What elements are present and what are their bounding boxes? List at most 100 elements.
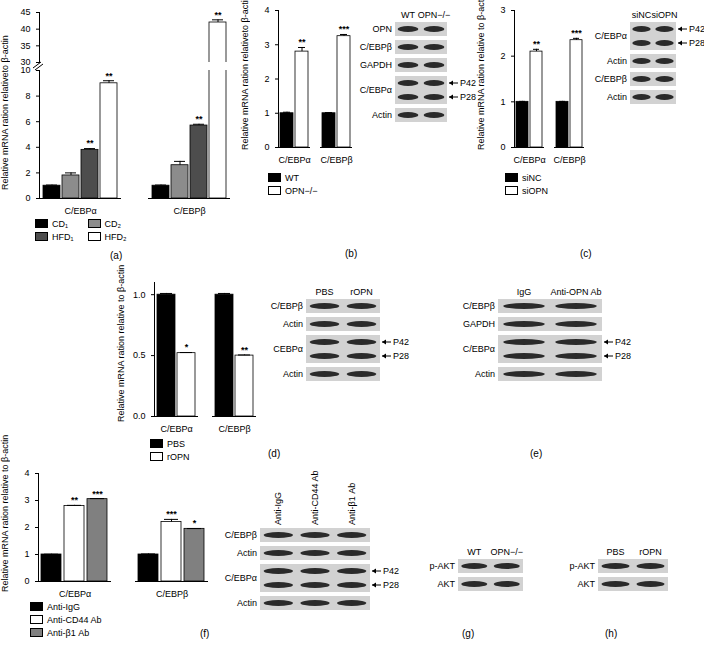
svg-text:C/EBPβ: C/EBPβ	[218, 424, 250, 434]
svg-text:C/EBPα: C/EBPα	[278, 155, 310, 165]
svg-text:C/EBPα: C/EBPα	[463, 344, 495, 354]
svg-text:C/EBPα: C/EBPα	[225, 573, 257, 583]
svg-text:**: **	[533, 39, 541, 49]
svg-text:10: 10	[20, 65, 30, 75]
svg-text:***: ***	[166, 509, 177, 519]
svg-text:0: 0	[25, 193, 30, 203]
svg-text:40: 40	[20, 24, 30, 34]
svg-text:Anti-IgG: Anti-IgG	[273, 492, 283, 525]
svg-text:Actin: Actin	[607, 92, 627, 102]
svg-text:*: *	[193, 518, 197, 528]
svg-text:C/EBPβ: C/EBPβ	[595, 74, 627, 84]
svg-text:C/EBPβ: C/EBPβ	[156, 589, 188, 599]
svg-text:Anti-β1 Ab: Anti-β1 Ab	[347, 483, 357, 525]
svg-text:0: 0	[264, 142, 269, 152]
svg-text:0: 0	[500, 142, 505, 152]
svg-text:***: ***	[571, 28, 582, 38]
svg-text:Actin: Actin	[283, 369, 303, 379]
svg-text:PBS: PBS	[606, 547, 624, 557]
svg-text:Actin: Actin	[237, 598, 257, 608]
svg-text:P28: P28	[393, 351, 409, 361]
svg-text:C/EBPα: C/EBPα	[595, 31, 627, 41]
svg-text:*: *	[185, 342, 189, 352]
svg-text:GAPDH: GAPDH	[360, 60, 392, 70]
svg-text:4: 4	[25, 142, 30, 152]
svg-text:**: **	[86, 138, 94, 148]
svg-text:0.0: 0.0	[133, 411, 146, 421]
svg-text:C/EBPβ: C/EBPβ	[320, 155, 352, 165]
svg-text:WT: WT	[467, 547, 481, 557]
svg-text:OPN: OPN	[372, 24, 392, 34]
svg-text:0: 0	[24, 576, 29, 586]
svg-text:rOPN: rOPN	[639, 547, 662, 557]
svg-text:C/EBPα: C/EBPα	[513, 155, 545, 165]
svg-text:**: **	[298, 37, 306, 47]
svg-text:4: 4	[24, 468, 29, 478]
svg-text:**: **	[241, 345, 249, 355]
svg-text:**: **	[195, 114, 203, 124]
svg-text:AKT: AKT	[577, 579, 595, 589]
svg-text:p-AKT: p-AKT	[429, 561, 455, 571]
svg-text:***: ***	[339, 24, 350, 34]
svg-text:45: 45	[20, 7, 30, 17]
svg-text:C/EBPα: C/EBPα	[59, 589, 91, 599]
svg-text:C/EBPβ: C/EBPβ	[225, 530, 257, 540]
svg-text:0.5: 0.5	[133, 350, 146, 360]
svg-text:Actin: Actin	[237, 548, 257, 558]
svg-text:6: 6	[25, 117, 30, 127]
svg-text:P42: P42	[689, 24, 704, 34]
svg-text:Actin: Actin	[607, 56, 627, 66]
svg-text:***: ***	[92, 488, 103, 498]
svg-text:3: 3	[24, 495, 29, 505]
svg-text:P28: P28	[615, 351, 631, 361]
svg-text:P42: P42	[460, 78, 476, 88]
svg-text:C/EBPα: C/EBPα	[160, 424, 192, 434]
svg-text:C/EBPβ: C/EBPβ	[553, 155, 585, 165]
svg-text:P28: P28	[383, 580, 399, 590]
svg-text:OPN−/−: OPN−/−	[418, 10, 451, 20]
svg-text:PBS: PBS	[315, 287, 333, 297]
svg-text:C/EBPβ: C/EBPβ	[360, 42, 392, 52]
svg-text:**: **	[105, 71, 113, 81]
svg-text:P28: P28	[689, 38, 704, 48]
svg-text:Actin: Actin	[372, 110, 392, 120]
svg-text:1.0: 1.0	[133, 290, 146, 300]
svg-text:OPN−/−: OPN−/−	[490, 547, 523, 557]
svg-text:3: 3	[264, 40, 269, 50]
svg-text:Anti-CD44 Ab: Anti-CD44 Ab	[310, 470, 320, 525]
svg-text:C/EBPβ: C/EBPβ	[463, 301, 495, 311]
svg-text:8: 8	[25, 91, 30, 101]
svg-text:C/EBPβ: C/EBPβ	[173, 206, 205, 216]
svg-text:C/EBPα: C/EBPα	[64, 206, 96, 216]
svg-text:4: 4	[264, 5, 269, 15]
svg-text:35: 35	[20, 41, 30, 51]
svg-text:2: 2	[25, 168, 30, 178]
svg-text:1: 1	[24, 549, 29, 559]
svg-text:P42: P42	[383, 566, 399, 576]
svg-text:siOPN: siOPN	[651, 10, 677, 20]
svg-text:Actin: Actin	[475, 369, 495, 379]
svg-text:1: 1	[264, 108, 269, 118]
svg-text:IgG: IgG	[517, 287, 532, 297]
svg-text:**: **	[214, 10, 222, 20]
svg-text:GAPDH: GAPDH	[463, 319, 495, 329]
svg-text:Anti-OPN Ab: Anti-OPN Ab	[550, 287, 601, 297]
svg-text:CEBPα: CEBPα	[273, 344, 303, 354]
svg-text:AKT: AKT	[437, 579, 455, 589]
svg-text:**: **	[71, 495, 79, 505]
svg-text:1: 1	[500, 97, 505, 107]
svg-text:2: 2	[264, 74, 269, 84]
svg-text:P42: P42	[615, 337, 631, 347]
svg-text:P42: P42	[393, 337, 409, 347]
svg-text:P28: P28	[460, 92, 476, 102]
svg-text:Actin: Actin	[283, 319, 303, 329]
svg-text:p-AKT: p-AKT	[569, 561, 595, 571]
svg-text:siNC: siNC	[632, 10, 652, 20]
svg-text:2: 2	[500, 51, 505, 61]
svg-text:3: 3	[500, 5, 505, 15]
svg-text:C/EBPβ: C/EBPβ	[271, 301, 303, 311]
svg-text:C/EBPα: C/EBPα	[360, 85, 392, 95]
svg-text:WT: WT	[401, 10, 415, 20]
svg-text:rOPN: rOPN	[350, 287, 373, 297]
svg-text:2: 2	[24, 522, 29, 532]
